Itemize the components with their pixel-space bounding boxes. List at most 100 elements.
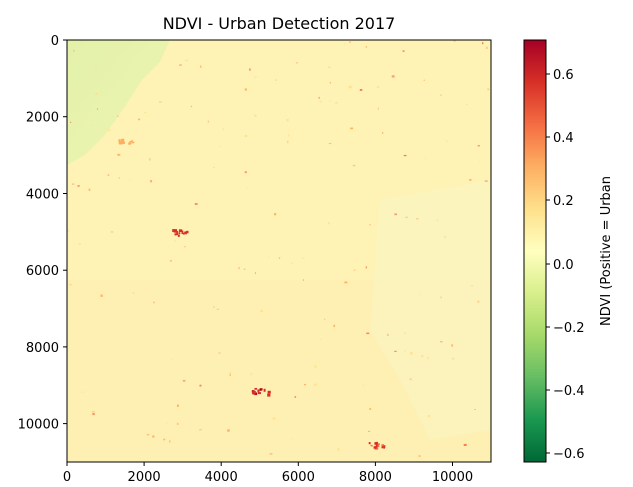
- urban-pixel: [182, 232, 185, 235]
- texture-speckle: [344, 43, 346, 45]
- texture-speckle: [327, 222, 330, 225]
- urban-pixel: [177, 234, 180, 237]
- texture-speckle: [73, 49, 75, 52]
- urban-pixel: [375, 447, 379, 450]
- texture-speckle: [150, 180, 153, 183]
- urban-pixel: [173, 229, 177, 233]
- texture-speckle: [176, 422, 179, 425]
- texture-speckle: [365, 46, 367, 48]
- texture-speckle: [117, 153, 121, 156]
- urban-pixel: [370, 444, 373, 447]
- texture-speckle: [440, 296, 442, 299]
- heatmap-image: [67, 40, 491, 462]
- texture-speckle: [212, 166, 215, 169]
- texture-speckle: [132, 292, 135, 294]
- texture-speckle: [222, 128, 225, 130]
- urban-pixel: [178, 229, 183, 232]
- texture-speckle: [377, 107, 379, 110]
- texture-speckle: [485, 46, 488, 49]
- texture-speckle: [314, 383, 317, 386]
- texture-speckle: [387, 333, 389, 336]
- texture-speckle: [207, 120, 209, 123]
- urban-pixel: [255, 393, 258, 395]
- texture-speckle: [487, 88, 490, 91]
- y-tick-label: 4000: [26, 188, 59, 203]
- texture-speckle: [278, 257, 281, 259]
- texture-speckle: [244, 171, 247, 174]
- texture-speckle: [171, 358, 173, 360]
- texture-speckle: [238, 267, 240, 270]
- texture-speckle: [474, 409, 476, 410]
- urban-texture: [67, 40, 490, 457]
- texture-speckle: [436, 219, 438, 222]
- texture-speckle: [352, 164, 356, 167]
- urban-pixel: [123, 141, 125, 144]
- texture-speckle: [421, 355, 424, 358]
- texture-speckle: [391, 75, 395, 78]
- texture-speckle: [269, 453, 273, 455]
- light-basin: [370, 180, 491, 440]
- texture-speckle: [329, 82, 331, 84]
- texture-speckle: [244, 134, 248, 137]
- texture-speckle: [268, 256, 270, 258]
- texture-speckle: [190, 105, 193, 108]
- texture-speckle: [92, 413, 95, 416]
- texture-speckle: [254, 271, 256, 275]
- texture-speckle: [272, 417, 276, 420]
- texture-speckle: [218, 352, 221, 354]
- urban-pixel: [375, 441, 378, 444]
- texture-speckle: [362, 384, 365, 387]
- urban-pixel: [118, 139, 121, 142]
- texture-speckle: [290, 438, 293, 440]
- texture-speckle: [369, 408, 372, 410]
- texture-speckle: [185, 59, 189, 62]
- texture-speckle: [166, 423, 168, 425]
- texture-speckle: [219, 145, 222, 147]
- colorbar-tick-label: −0.6: [553, 447, 585, 462]
- y-tick-label: 10000: [18, 418, 59, 433]
- texture-speckle: [451, 344, 454, 347]
- texture-speckle: [394, 350, 397, 352]
- texture-speckle: [319, 338, 322, 340]
- urban-pixel: [120, 140, 124, 144]
- texture-speckle: [463, 443, 467, 446]
- colorbar-gradient: [524, 40, 546, 462]
- texture-speckle: [118, 177, 120, 179]
- texture-speckle: [350, 127, 354, 130]
- x-axis: 0 2000 4000 6000 8000 10000: [63, 462, 473, 485]
- texture-speckle: [302, 279, 305, 281]
- urban-pixel: [381, 446, 384, 449]
- texture-speckle: [260, 309, 263, 313]
- colorbar-tick-label: −0.4: [553, 384, 585, 399]
- urban-pixel: [383, 445, 385, 449]
- texture-speckle: [423, 79, 425, 81]
- texture-speckle: [286, 118, 289, 122]
- urban-pixel: [375, 444, 378, 448]
- texture-speckle: [194, 203, 198, 205]
- texture-speckle: [107, 174, 110, 177]
- texture-speckle: [169, 440, 171, 443]
- texture-speckle: [318, 96, 320, 99]
- urban-pixel: [267, 393, 271, 397]
- texture-speckle: [116, 115, 119, 117]
- x-tick-label: 4000: [205, 470, 238, 485]
- texture-speckle: [169, 260, 172, 262]
- urban-pixel: [128, 142, 131, 145]
- texture-speckle: [427, 415, 431, 418]
- texture-speckle: [303, 383, 306, 386]
- texture-speckle: [416, 218, 419, 220]
- texture-speckle: [246, 186, 248, 189]
- texture-speckle: [153, 301, 155, 304]
- texture-speckle: [91, 124, 93, 126]
- texture-speckle: [138, 118, 141, 121]
- texture-speckle: [183, 246, 186, 248]
- texture-speckle: [470, 285, 474, 287]
- texture-speckle: [229, 371, 231, 374]
- urban-pixel: [129, 141, 132, 144]
- texture-speckle: [290, 262, 293, 265]
- texture-speckle: [88, 188, 91, 191]
- texture-speckle: [365, 266, 367, 269]
- colorbar-tick-label: −0.2: [553, 321, 585, 336]
- texture-speckle: [404, 332, 406, 335]
